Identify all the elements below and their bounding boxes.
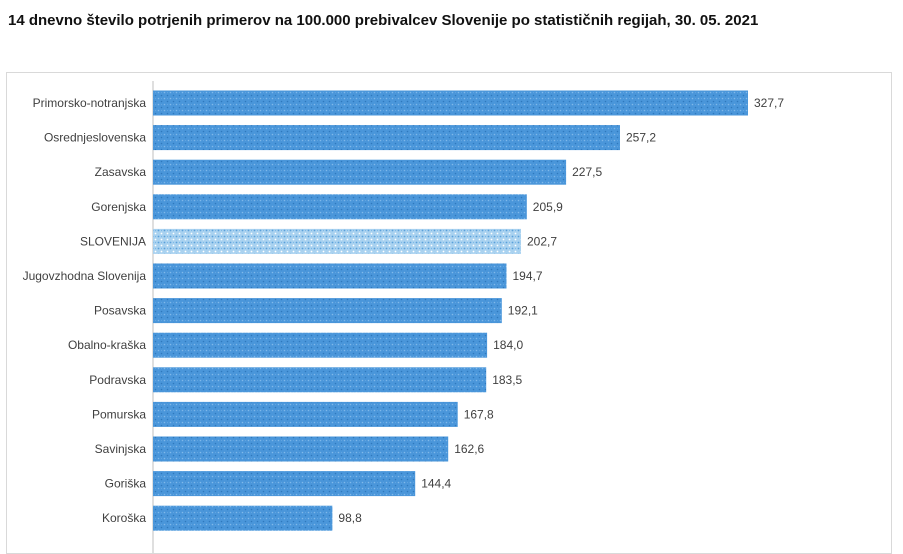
value-label: 327,7: [754, 96, 784, 110]
value-label: 257,2: [626, 131, 656, 145]
value-label: 202,7: [527, 234, 557, 248]
bar: [153, 332, 488, 358]
bar: [153, 436, 449, 462]
value-label: 144,4: [421, 477, 451, 491]
category-label: Pomurska: [92, 407, 146, 421]
category-label: Savinjska: [95, 442, 147, 456]
chart-frame: Primorsko-notranjska 327,7 Osrednjeslovens…: [6, 72, 892, 554]
value-label: 98,8: [338, 511, 362, 525]
category-label: Zasavska: [95, 165, 147, 179]
category-label: Jugovzhodna Slovenija: [23, 269, 147, 283]
bar-slovenija-highlight: [153, 228, 521, 254]
category-label: SLOVENIJA: [80, 234, 146, 248]
bar: [153, 90, 748, 116]
bar: [153, 263, 507, 289]
category-label: Koroška: [102, 511, 146, 525]
category-label: Osrednjeslovenska: [44, 131, 146, 145]
value-label: 162,6: [454, 442, 484, 456]
value-label: 192,1: [508, 304, 538, 318]
category-label: Obalno-kraška: [68, 338, 146, 352]
value-label: 205,9: [533, 200, 563, 214]
bar: [153, 471, 416, 497]
category-label: Podravska: [89, 373, 146, 387]
category-label: Goriška: [105, 477, 147, 491]
value-label: 194,7: [513, 269, 543, 283]
bar: [153, 159, 567, 185]
page-title: 14 dnevno število potrjenih primerov na …: [8, 12, 759, 29]
category-label: Primorsko-notranjska: [33, 96, 147, 110]
bar: [153, 401, 458, 427]
bar: [153, 505, 333, 531]
bar: [153, 298, 502, 324]
bar: [153, 125, 620, 151]
value-label: 184,0: [493, 338, 523, 352]
bar: [153, 194, 527, 220]
bar: [153, 367, 487, 393]
bar-chart: Primorsko-notranjska 327,7 Osrednjeslovens…: [23, 81, 784, 553]
category-label: Gorenjska: [91, 200, 146, 214]
value-label: 227,5: [572, 165, 602, 179]
value-label: 167,8: [464, 407, 494, 421]
value-label: 183,5: [492, 373, 522, 387]
category-label: Posavska: [94, 304, 146, 318]
